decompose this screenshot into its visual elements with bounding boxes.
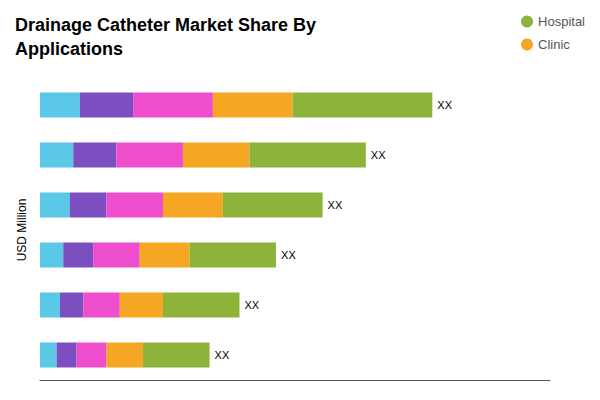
svg-text:XX: XX <box>281 249 296 261</box>
svg-text:USD Million: USD Million <box>15 199 29 262</box>
svg-text:XX: XX <box>371 149 386 161</box>
svg-text:XX: XX <box>437 99 452 111</box>
svg-text:Applications: Applications <box>15 39 123 59</box>
svg-text:Hospital: Hospital <box>538 14 585 29</box>
svg-text:Clinic: Clinic <box>538 37 570 52</box>
svg-text:XX: XX <box>328 199 343 211</box>
svg-text:XX: XX <box>244 299 259 311</box>
svg-text:XX: XX <box>215 349 230 361</box>
svg-text:Drainage Catheter Market Share: Drainage Catheter Market Share By <box>15 15 316 35</box>
